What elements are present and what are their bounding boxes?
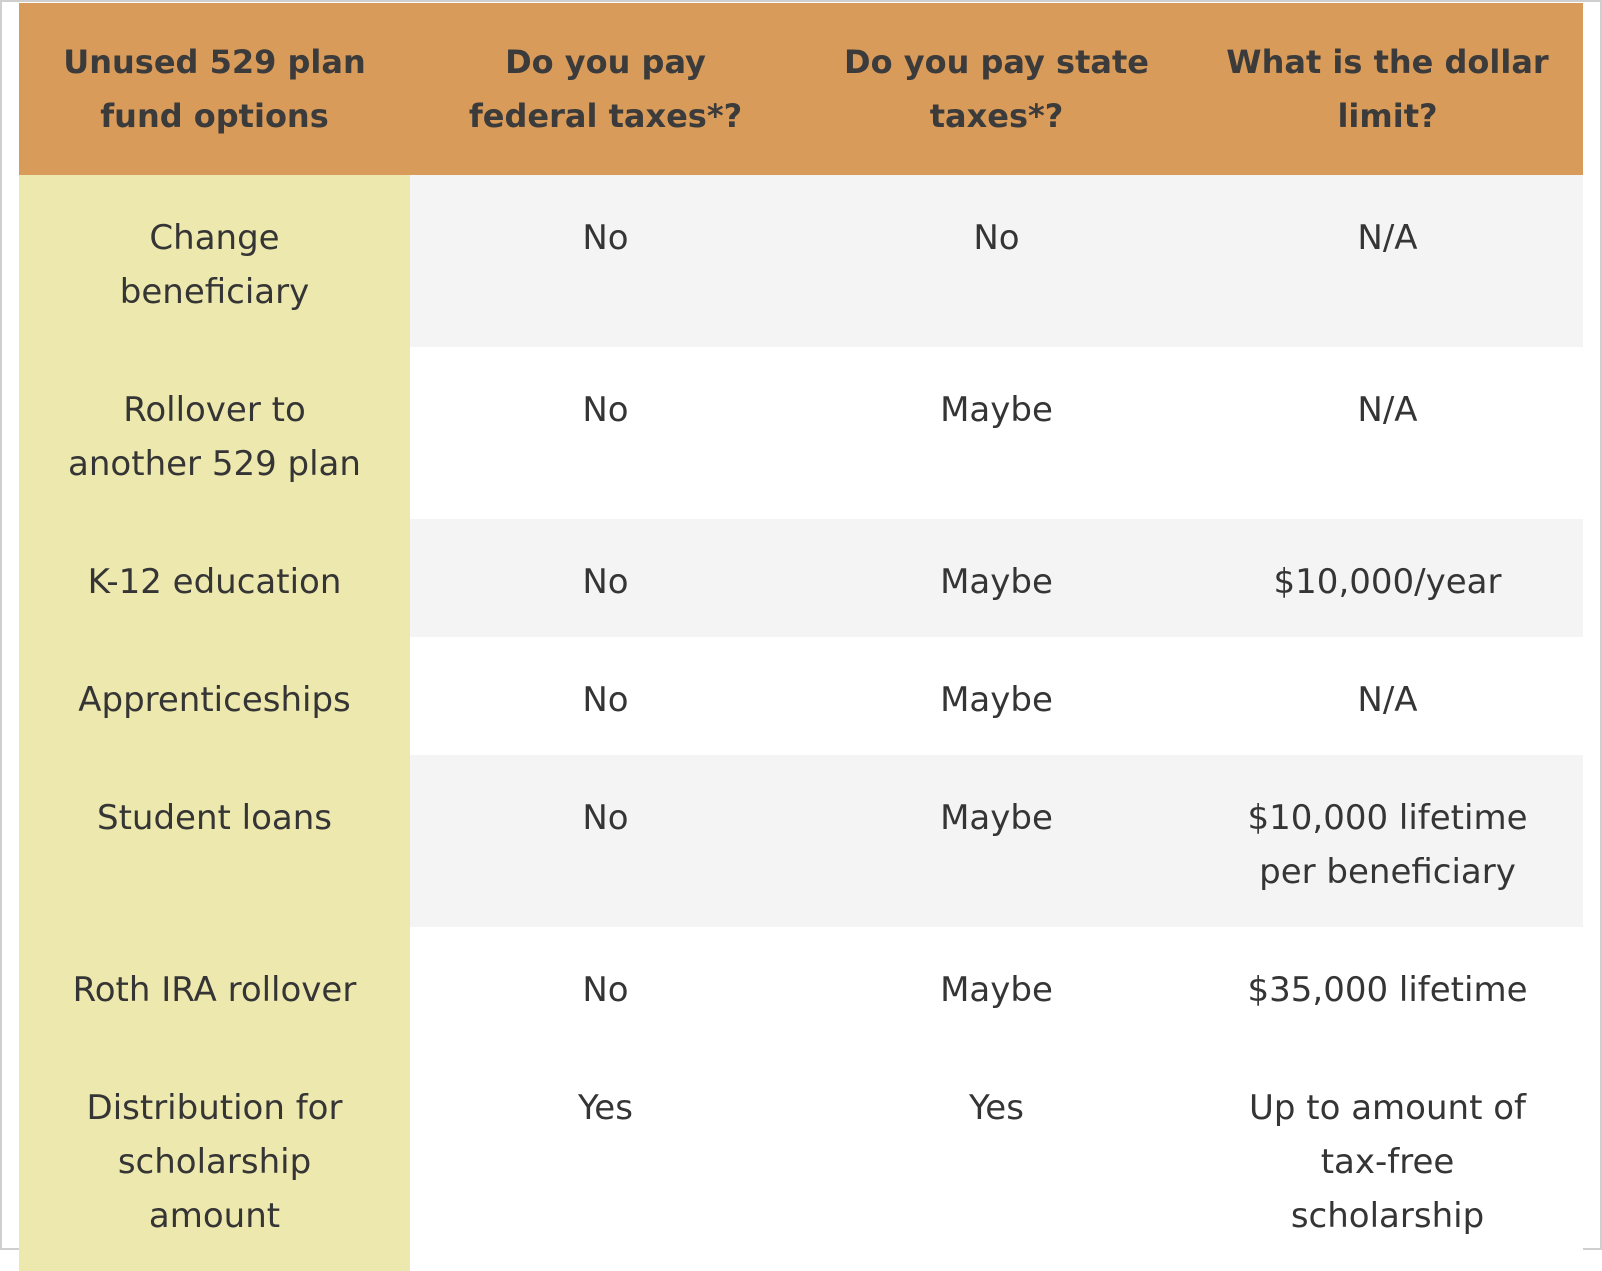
header-line: fund options	[100, 97, 329, 135]
limit-cell: N/A	[1192, 637, 1583, 755]
state-cell: Maybe	[801, 637, 1192, 755]
table-row: Apprenticeships No Maybe N/A	[19, 637, 1583, 755]
option-line: amount	[148, 1196, 281, 1236]
limit-cell: $35,000 lifetime	[1192, 927, 1583, 1045]
limit-line: N/A	[1357, 390, 1418, 430]
option-line: beneficiary	[119, 272, 310, 312]
federal-cell: No	[410, 755, 801, 927]
529-options-table: Unused 529 plan fund options Do you pay …	[19, 3, 1583, 1271]
limit-cell: Up to amount of tax-free scholarship	[1192, 1045, 1583, 1271]
option-line: Roth IRA rollover	[72, 970, 357, 1010]
option-line: Rollover to	[123, 390, 306, 430]
federal-cell: No	[410, 637, 801, 755]
limit-line: $10,000 lifetime	[1247, 798, 1528, 838]
option-line: Distribution for	[86, 1088, 343, 1128]
header-line: Do you pay state	[844, 43, 1149, 81]
state-cell: Maybe	[801, 927, 1192, 1045]
limit-cell: N/A	[1192, 347, 1583, 519]
state-cell: Maybe	[801, 755, 1192, 927]
limit-line: tax-free	[1320, 1142, 1455, 1182]
table-body: Change beneficiary No No N/A Rollover to…	[19, 175, 1583, 1271]
header-line: Do you pay	[505, 43, 706, 81]
table-header: Unused 529 plan fund options Do you pay …	[19, 3, 1583, 175]
option-line: another 529 plan	[68, 444, 361, 484]
header-line: federal taxes*?	[468, 97, 743, 135]
state-cell: Yes	[801, 1045, 1192, 1271]
limit-cell: $10,000/year	[1192, 519, 1583, 637]
option-cell: Roth IRA rollover	[19, 927, 410, 1045]
table-row: Change beneficiary No No N/A	[19, 175, 1583, 347]
state-cell: Maybe	[801, 519, 1192, 637]
limit-cell: $10,000 lifetime per beneficiary	[1192, 755, 1583, 927]
header-line: taxes*?	[929, 97, 1064, 135]
limit-line: $10,000/year	[1273, 562, 1502, 602]
option-line: K-12 education	[87, 562, 342, 602]
limit-line: N/A	[1357, 680, 1418, 720]
option-line: Student loans	[97, 798, 332, 838]
header-row: Unused 529 plan fund options Do you pay …	[19, 3, 1583, 175]
option-line: Apprenticeships	[78, 680, 351, 720]
table-row: Roth IRA rollover No Maybe $35,000 lifet…	[19, 927, 1583, 1045]
table-row: Rollover to another 529 plan No Maybe N/…	[19, 347, 1583, 519]
limit-line: $35,000 lifetime	[1247, 970, 1528, 1010]
option-cell: Change beneficiary	[19, 175, 410, 347]
federal-cell: No	[410, 519, 801, 637]
limit-line: N/A	[1357, 218, 1418, 258]
header-fund-options: Unused 529 plan fund options	[19, 3, 410, 175]
limit-cell: N/A	[1192, 175, 1583, 347]
limit-line: scholarship	[1290, 1196, 1485, 1236]
header-line: Unused 529 plan	[63, 43, 366, 81]
state-cell: No	[801, 175, 1192, 347]
table-row: Distribution for scholarship amount Yes …	[19, 1045, 1583, 1271]
header-line: limit?	[1337, 97, 1438, 135]
option-line: scholarship	[117, 1142, 312, 1182]
option-cell: Student loans	[19, 755, 410, 927]
header-dollar-limit: What is the dollar limit?	[1192, 3, 1583, 175]
federal-cell: No	[410, 347, 801, 519]
federal-cell: Yes	[410, 1045, 801, 1271]
header-line: What is the dollar	[1226, 43, 1549, 81]
table-row: K-12 education No Maybe $10,000/year	[19, 519, 1583, 637]
limit-line: Up to amount of	[1249, 1088, 1526, 1128]
federal-cell: No	[410, 175, 801, 347]
header-federal-taxes: Do you pay federal taxes*?	[410, 3, 801, 175]
option-cell: Distribution for scholarship amount	[19, 1045, 410, 1271]
limit-line: per beneficiary	[1259, 852, 1516, 892]
option-cell: K-12 education	[19, 519, 410, 637]
header-state-taxes: Do you pay state taxes*?	[801, 3, 1192, 175]
option-cell: Rollover to another 529 plan	[19, 347, 410, 519]
option-cell: Apprenticeships	[19, 637, 410, 755]
option-line: Change	[149, 218, 280, 258]
table-row: Student loans No Maybe $10,000 lifetime …	[19, 755, 1583, 927]
federal-cell: No	[410, 927, 801, 1045]
state-cell: Maybe	[801, 347, 1192, 519]
